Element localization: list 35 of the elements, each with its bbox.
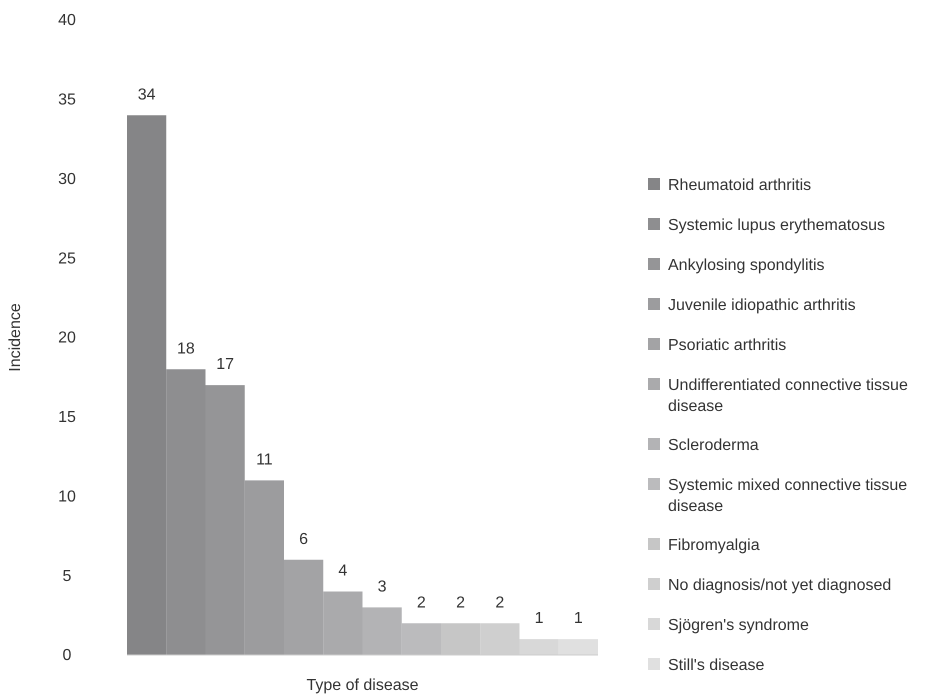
data-label: 1 <box>574 610 583 628</box>
y-tick-label: 10 <box>58 488 76 506</box>
legend-label: Juvenile idiopathic arthritis <box>668 297 856 314</box>
data-label: 11 <box>256 451 273 468</box>
y-tick-label: 35 <box>58 91 76 108</box>
y-tick-label: 25 <box>58 250 76 268</box>
legend-label: Rheumatoid arthritis <box>668 177 812 194</box>
y-tick-label: 5 <box>62 568 72 585</box>
y-tick-label: 40 <box>58 12 76 30</box>
data-label: 1 <box>534 610 544 628</box>
legend-label: Systemic mixed connective tissue disease <box>668 477 908 515</box>
data-label: 2 <box>495 594 504 612</box>
legend-label: Scleroderma <box>668 437 759 454</box>
data-label: 2 <box>416 594 426 612</box>
y-tick-label: 30 <box>58 170 76 188</box>
data-label: 2 <box>456 594 466 612</box>
y-tick-label: 20 <box>58 330 76 347</box>
y-tick-label: 0 <box>62 647 72 664</box>
legend-label: Undifferentiated connective tissue disease <box>668 377 908 415</box>
y-axis-title: Incidence <box>7 303 24 372</box>
legend-label: Psoriatic arthritis <box>668 337 786 354</box>
legend-label: Sjögren's syndrome <box>668 617 809 634</box>
data-label: 18 <box>176 340 195 358</box>
data-label: 4 <box>338 562 348 580</box>
legend-label: No diagnosis/not yet diagnosed <box>668 577 892 594</box>
data-label: 17 <box>216 356 234 374</box>
legend-label: Fibromyalgia <box>668 537 760 554</box>
data-label: 34 <box>138 86 156 104</box>
legend-label: Ankylosing spondylitis <box>668 257 825 274</box>
legend-label: Systemic lupus erythematosus <box>668 217 885 234</box>
legend-label: Still's disease <box>668 657 765 674</box>
data-label: 6 <box>299 530 308 548</box>
x-axis-title: Type of disease <box>306 677 419 694</box>
data-label: 3 <box>378 578 387 596</box>
y-tick-label: 15 <box>58 408 76 426</box>
